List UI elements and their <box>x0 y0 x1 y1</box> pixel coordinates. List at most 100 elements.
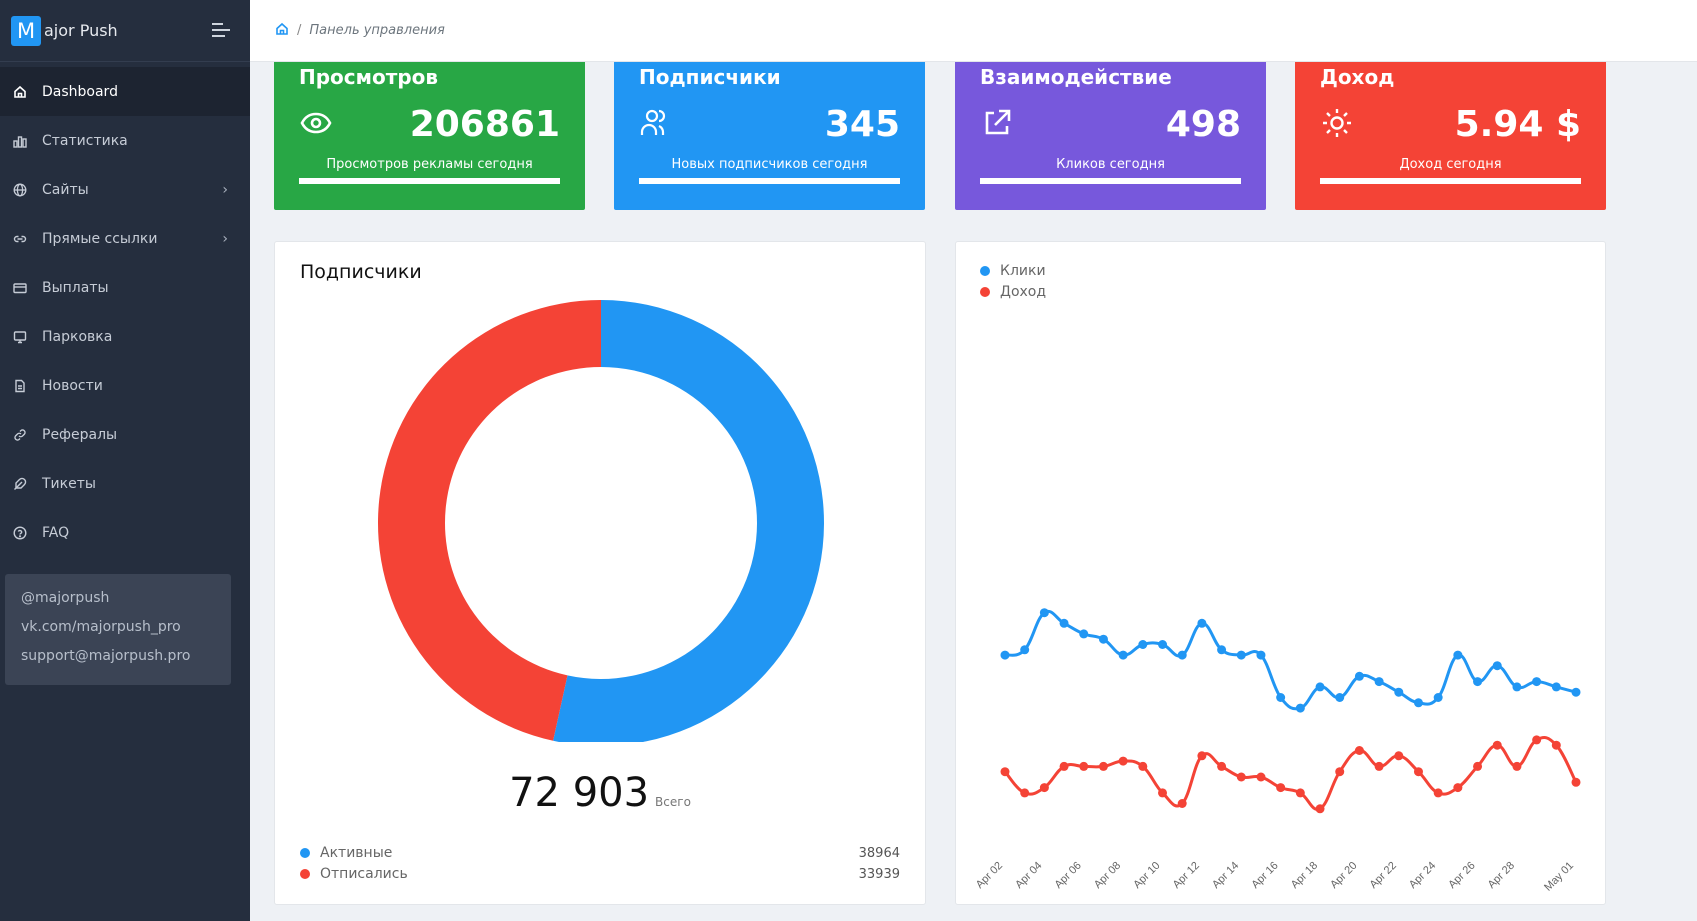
data-point[interactable] <box>1000 767 1010 777</box>
sidebar-item-news[interactable]: Новости <box>0 361 250 410</box>
legend-item-clicks[interactable]: Клики <box>980 263 1046 279</box>
home-icon[interactable] <box>275 21 289 40</box>
data-point[interactable] <box>1000 650 1010 660</box>
sidebar-item-direct-links[interactable]: Прямые ссылки › <box>0 214 250 263</box>
data-point[interactable] <box>1256 772 1266 782</box>
legend-dot <box>300 848 310 858</box>
data-point[interactable] <box>1158 788 1168 798</box>
stat-subtitle: Доход сегодня <box>1399 157 1502 172</box>
data-point[interactable] <box>1236 772 1246 782</box>
data-point[interactable] <box>1433 788 1443 798</box>
data-point[interactable] <box>1374 677 1384 687</box>
data-point[interactable] <box>1394 751 1404 761</box>
sidebar-item-sites[interactable]: Сайты › <box>0 165 250 214</box>
stat-progress-bar <box>980 178 1241 184</box>
data-point[interactable] <box>1118 650 1128 660</box>
data-point[interactable] <box>1394 687 1404 697</box>
data-point[interactable] <box>1177 650 1187 660</box>
contact-telegram[interactable]: @majorpush <box>21 590 110 606</box>
data-point[interactable] <box>1413 767 1423 777</box>
x-tick-label: Apr 20 <box>1328 860 1359 891</box>
data-point[interactable] <box>1374 761 1384 771</box>
sidebar-item-faq[interactable]: FAQ <box>0 508 250 557</box>
data-point[interactable] <box>1335 693 1345 702</box>
data-point[interactable] <box>1473 761 1483 771</box>
brand[interactable]: M ajor Push <box>0 0 250 62</box>
data-point[interactable] <box>1532 677 1542 687</box>
sidebar-item-statistics[interactable]: Статистика <box>0 116 250 165</box>
data-point[interactable] <box>1079 629 1089 639</box>
x-tick-label: Apr 24 <box>1407 860 1438 891</box>
donut-slice-1[interactable] <box>377 300 601 741</box>
sidebar-item-label: Парковка <box>42 328 113 345</box>
data-point[interactable] <box>1433 693 1443 702</box>
data-point[interactable] <box>1551 740 1561 750</box>
data-point[interactable] <box>1020 645 1030 655</box>
legend-label: Активные <box>320 845 393 861</box>
data-point[interactable] <box>1453 650 1463 660</box>
data-point[interactable] <box>1276 693 1286 702</box>
contacts-box: @majorpush vk.com/majorpush_pro support@… <box>5 574 231 685</box>
donut-slice-0[interactable] <box>553 300 824 742</box>
data-point[interactable] <box>1098 761 1108 771</box>
legend-item-income[interactable]: Доход <box>980 284 1046 300</box>
contact-vk[interactable]: vk.com/majorpush_pro <box>21 619 181 635</box>
data-point[interactable] <box>1217 761 1227 771</box>
data-point[interactable] <box>1315 804 1325 814</box>
data-point[interactable] <box>1079 761 1089 771</box>
data-point[interactable] <box>1473 677 1483 687</box>
data-point[interactable] <box>1335 767 1345 777</box>
data-point[interactable] <box>1354 671 1364 681</box>
data-point[interactable] <box>1098 634 1108 644</box>
data-point[interactable] <box>1039 783 1049 793</box>
data-point[interactable] <box>1571 777 1581 787</box>
data-point[interactable] <box>1138 640 1148 649</box>
data-point[interactable] <box>1236 650 1246 660</box>
data-point[interactable] <box>1256 650 1266 660</box>
data-point[interactable] <box>1492 740 1502 750</box>
legend-item-active[interactable]: Активные 38964 <box>300 843 900 863</box>
data-point[interactable] <box>1295 788 1305 798</box>
sidebar-item-dashboard[interactable]: Dashboard <box>0 67 250 116</box>
donut-chart <box>377 300 824 742</box>
sidebar-item-parking[interactable]: Парковка <box>0 312 250 361</box>
data-point[interactable] <box>1158 640 1168 649</box>
data-point[interactable] <box>1492 661 1502 671</box>
data-point[interactable] <box>1413 698 1423 708</box>
data-point[interactable] <box>1177 799 1187 808</box>
data-point[interactable] <box>1453 783 1463 793</box>
legend-value: 33939 <box>858 866 900 882</box>
monitor-icon <box>12 329 28 345</box>
legend-dot <box>300 869 310 879</box>
data-point[interactable] <box>1512 761 1522 771</box>
data-point[interactable] <box>1295 703 1305 713</box>
data-point[interactable] <box>1571 687 1581 697</box>
data-point[interactable] <box>1059 618 1069 628</box>
data-point[interactable] <box>1059 761 1069 771</box>
contact-email[interactable]: support@majorpush.pro <box>21 648 191 664</box>
data-point[interactable] <box>1118 756 1128 766</box>
data-point[interactable] <box>1197 751 1207 761</box>
feather-icon <box>12 476 28 492</box>
data-point[interactable] <box>1039 608 1049 618</box>
data-point[interactable] <box>1551 682 1561 692</box>
data-point[interactable] <box>1512 682 1522 692</box>
menu-toggle-icon[interactable] <box>212 23 230 41</box>
data-point[interactable] <box>1276 783 1286 793</box>
data-point[interactable] <box>1217 645 1227 655</box>
data-point[interactable] <box>1138 761 1148 771</box>
data-point[interactable] <box>1020 788 1030 798</box>
x-tick-label: Apr 16 <box>1249 860 1280 891</box>
legend-label: Доход <box>1000 284 1047 300</box>
stat-progress-bar <box>639 178 900 184</box>
data-point[interactable] <box>1354 746 1364 755</box>
sidebar-item-tickets[interactable]: Тикеты <box>0 459 250 508</box>
sidebar-item-referrals[interactable]: Рефералы <box>0 410 250 459</box>
data-point[interactable] <box>1197 618 1207 628</box>
legend-value: 38964 <box>858 845 900 861</box>
data-point[interactable] <box>1532 735 1542 745</box>
legend-item-unsubscribed[interactable]: Отписались 33939 <box>300 864 900 884</box>
stat-value: 206861 <box>409 104 560 145</box>
data-point[interactable] <box>1315 682 1325 692</box>
sidebar-item-payouts[interactable]: Выплаты <box>0 263 250 312</box>
